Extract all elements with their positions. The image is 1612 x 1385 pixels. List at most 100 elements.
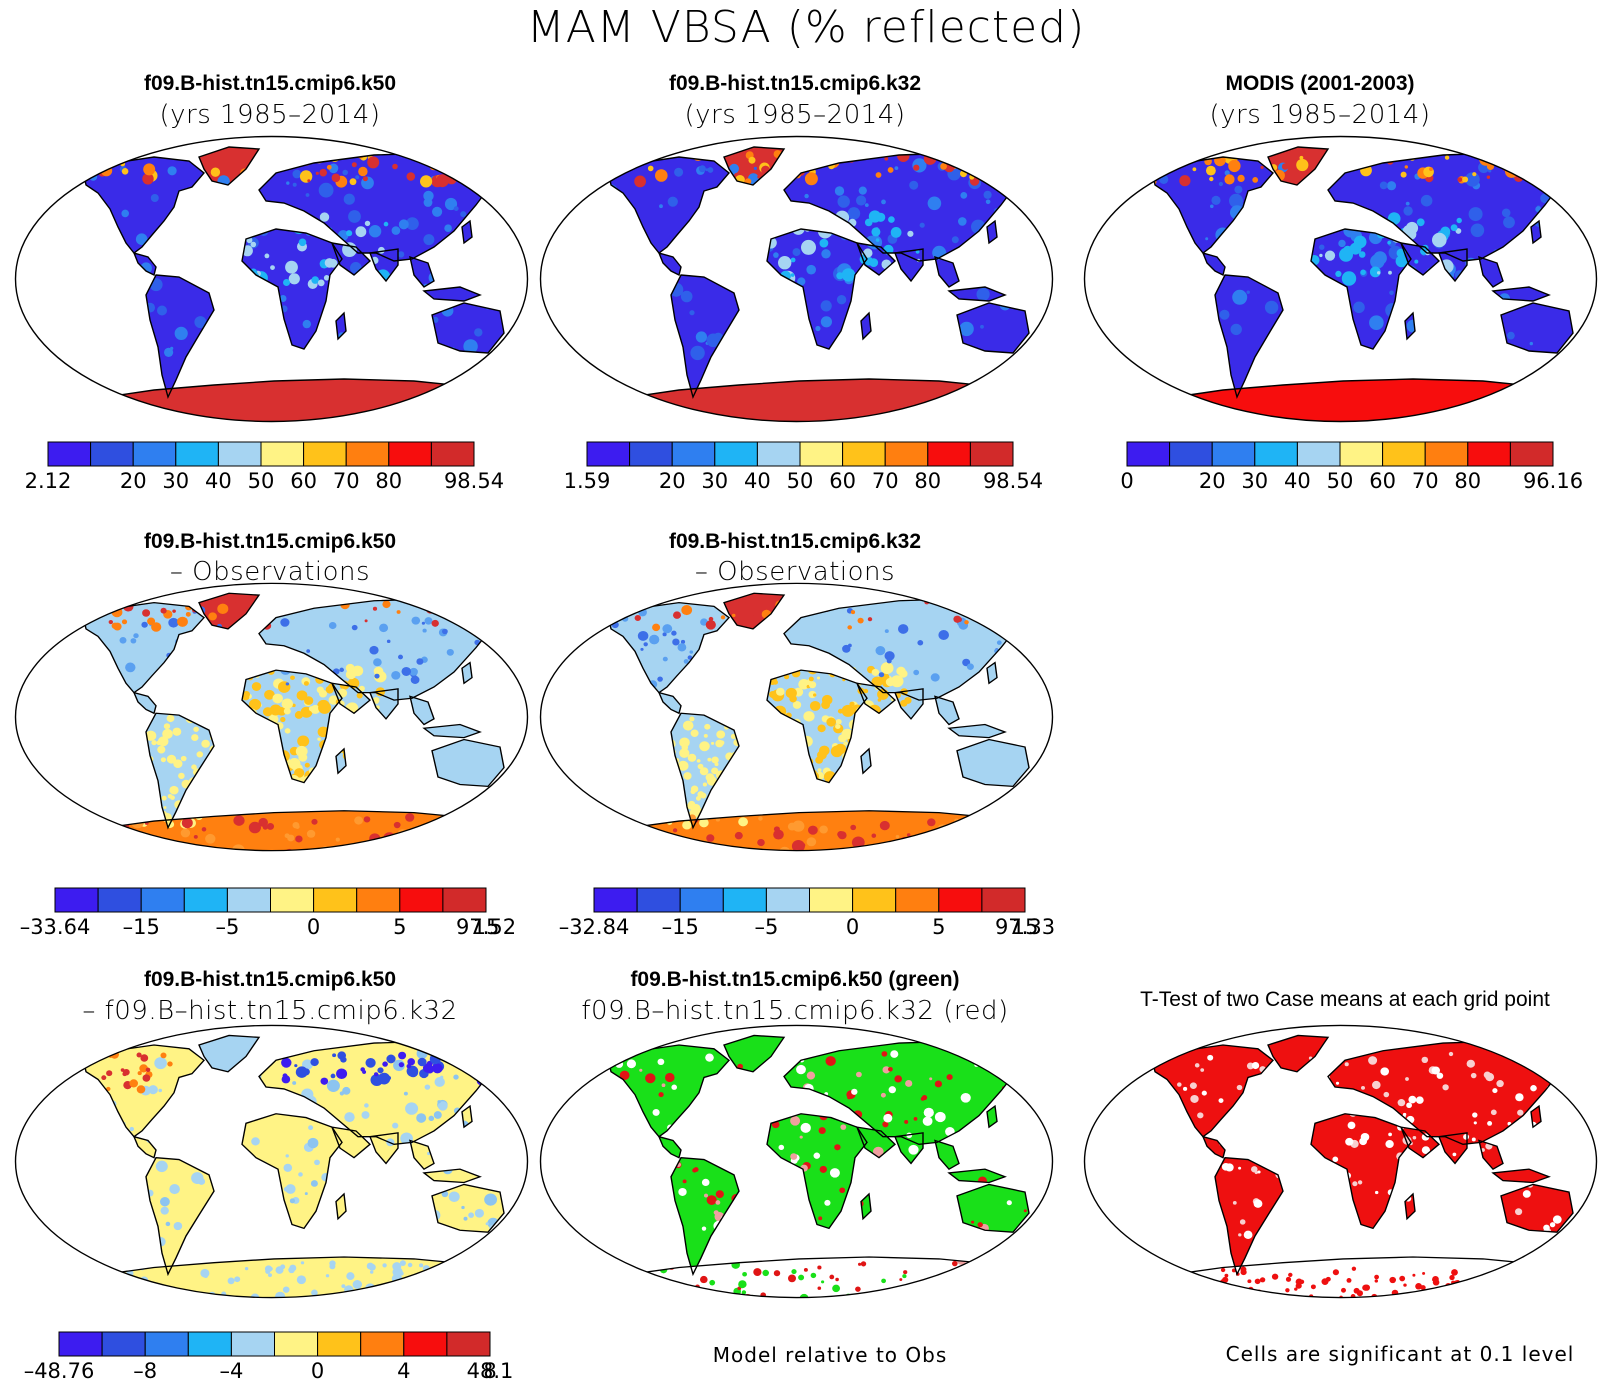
colorbar-swatch [671, 441, 716, 467]
panel-5-subtitle: – Observations [694, 557, 896, 587]
land-india [895, 688, 923, 719]
colorbar-swatch [809, 887, 854, 913]
colorbar-label: 60 [290, 469, 317, 493]
colorbar-label: 98.54 [983, 469, 1043, 493]
colorbar-label: 50 [248, 469, 275, 493]
colorbar-swatch [187, 1331, 232, 1357]
land-central [1203, 1136, 1225, 1158]
colorbar-swatch [884, 441, 929, 467]
colorbar-swatch [360, 1331, 405, 1357]
colorbar-label: –15 [662, 915, 699, 939]
panel-5-title: f09.B-hist.tn15.cmip6.k32 [668, 530, 922, 553]
panel-3-title: MODIS (2001-2003) [1225, 72, 1415, 95]
colorbar-label: –5 [754, 915, 778, 939]
colorbar-swatch [403, 1331, 448, 1357]
colorbar-swatch [345, 441, 390, 467]
colorbar-label: 80 [914, 469, 941, 493]
colorbar-label: 40 [1284, 469, 1311, 493]
land-central [659, 253, 681, 275]
land-arabia [857, 1127, 895, 1158]
map-boundary [539, 582, 1054, 852]
colorbar-label: 48.1 [467, 1359, 514, 1383]
land-nz [1031, 1226, 1039, 1250]
colorbar-swatch [274, 1331, 319, 1357]
colorbar-swatch [1509, 441, 1554, 467]
land-greenland [1268, 1035, 1328, 1072]
land-madagascar [861, 748, 871, 774]
land-eurasia [1328, 153, 1563, 261]
colorbar-swatch [442, 887, 487, 913]
land-indonesia [949, 1169, 1005, 1183]
colorbar-swatch [722, 887, 767, 913]
land-central [134, 1136, 156, 1158]
panel-7-subtitle: f09.B–hist.tn15.cmip6.k32 (red) [581, 996, 1009, 1026]
map-panel-4 [14, 582, 529, 852]
land-central [134, 692, 156, 714]
colorbar-label: 96.16 [1523, 469, 1583, 493]
colorbar-label: 20 [659, 469, 686, 493]
land-greenland [199, 593, 259, 629]
map-panel-3 [1083, 135, 1598, 423]
map-boundary [14, 135, 529, 423]
colorbar-swatch [217, 441, 262, 467]
colorbar-label: 60 [829, 469, 856, 493]
colorbar-swatch [270, 887, 315, 913]
land-australia [432, 739, 504, 787]
land-indonesia [1493, 287, 1549, 301]
map-panel-6 [14, 1024, 529, 1299]
colorbar-swatch [317, 1331, 362, 1357]
land-africa [242, 1113, 342, 1229]
colorbar-swatch [586, 441, 631, 467]
colorbar-label: 70 [1412, 469, 1439, 493]
colorbar-swatch [852, 887, 897, 913]
colorbar-swatch [399, 887, 444, 913]
colorbar-swatch [842, 441, 886, 467]
colorbar-label: 70 [333, 469, 360, 493]
land-india [1439, 1132, 1467, 1164]
land-samerica [1215, 1157, 1283, 1275]
land-japan [987, 221, 997, 243]
colorbar-swatch [938, 887, 983, 913]
land-nz [1031, 780, 1039, 804]
land-africa [1311, 1113, 1411, 1229]
land-arabia [332, 1127, 370, 1158]
panel-2-subtitle: (yrs 1985–2014) [684, 100, 906, 130]
colorbar-swatch [101, 1331, 146, 1357]
colorbar-label: 4 [397, 1359, 410, 1383]
colorbar-label: 8 [483, 1359, 496, 1383]
colorbar-label: 15 [473, 915, 500, 939]
land-indonesia [424, 724, 480, 738]
land-japan [462, 662, 472, 684]
colorbar-swatch [1169, 441, 1213, 467]
colorbar-label: –48.76 [24, 1359, 95, 1383]
colorbar-swatch [1424, 441, 1469, 467]
land-japan [987, 1106, 997, 1128]
colorbar-2: 1.59 20 30 40 50 60 70 80 98.54 [564, 441, 1043, 493]
colorbar-swatch [140, 887, 185, 913]
panel-6-title: f09.B-hist.tn15.cmip6.k50 [143, 968, 397, 991]
colorbar-swatch [1382, 441, 1426, 467]
colorbar-label: 98.54 [444, 469, 504, 493]
land-nz [506, 1226, 514, 1250]
colorbar-swatch [756, 441, 801, 467]
map-boundary [1083, 135, 1598, 423]
land-eurasia [1328, 1041, 1563, 1145]
land-nz [1575, 1226, 1583, 1250]
land-australia [957, 303, 1029, 353]
land-nz [506, 347, 514, 371]
land-indonesia [1493, 1169, 1549, 1183]
colorbar-swatch [388, 441, 432, 467]
colorbar-label: 15 [1012, 915, 1039, 939]
colorbar-label: –8 [133, 1359, 157, 1383]
panel-1-title: f09.B-hist.tn15.cmip6.k50 [143, 72, 397, 95]
map-panel-2 [539, 135, 1054, 423]
land-samerica [671, 1157, 739, 1275]
colorbar-label: 0 [1120, 469, 1133, 493]
page-title: MAM VBSA (% reflected) [526, 2, 1086, 53]
colorbar-label: 0 [307, 915, 320, 939]
colorbar-label: 2.12 [25, 469, 72, 493]
map-panel-1 [14, 135, 529, 423]
colorbar-swatch [446, 1331, 491, 1357]
panel-4-subtitle: – Observations [169, 557, 371, 587]
panel-3-subtitle: (yrs 1985–2014) [1209, 100, 1431, 130]
